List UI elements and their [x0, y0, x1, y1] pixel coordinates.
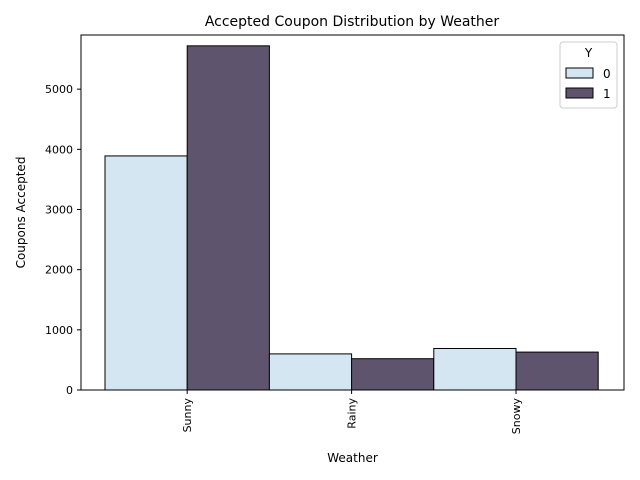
- plot-frame: [80, 34, 625, 391]
- y-tick-label: 2000: [45, 264, 73, 277]
- bar-rainy-y0: [268, 353, 353, 391]
- x-tick-label: Rainy: [346, 398, 359, 429]
- y-axis: 0 1000 2000 3000 4000 5000: [45, 83, 81, 397]
- bar-snowy-y1: [515, 351, 599, 391]
- bar-sunny-y0: [104, 155, 188, 391]
- bar-sunny-y1: [186, 45, 270, 391]
- y-axis-label: Coupons Accepted: [14, 157, 28, 269]
- legend: Y0 1: [559, 41, 618, 109]
- legend-swatch: [565, 87, 594, 99]
- x-axis-label: Weather: [327, 451, 378, 465]
- legend-title: Y: [584, 46, 593, 60]
- chart-title: Accepted Coupon Distribution by Weather: [205, 14, 500, 30]
- y-tick-label: 0: [66, 384, 73, 397]
- y-tick-label: 4000: [45, 143, 73, 156]
- x-axis: Sunny Rainy Snowy: [181, 390, 523, 434]
- y-tick-label: 3000: [45, 203, 73, 216]
- bars-group: [104, 45, 599, 391]
- bar-snowy-y0: [433, 347, 517, 391]
- x-tick-label: Sunny: [181, 398, 194, 433]
- legend-label: 1: [603, 87, 611, 101]
- x-tick-label: Snowy: [510, 398, 523, 435]
- legend-label: 0: [603, 67, 611, 81]
- y-tick-label: 1000: [45, 324, 73, 337]
- bar-rainy-y1: [351, 358, 435, 391]
- legend-swatch: [565, 67, 594, 79]
- y-tick-label: 5000: [45, 83, 73, 96]
